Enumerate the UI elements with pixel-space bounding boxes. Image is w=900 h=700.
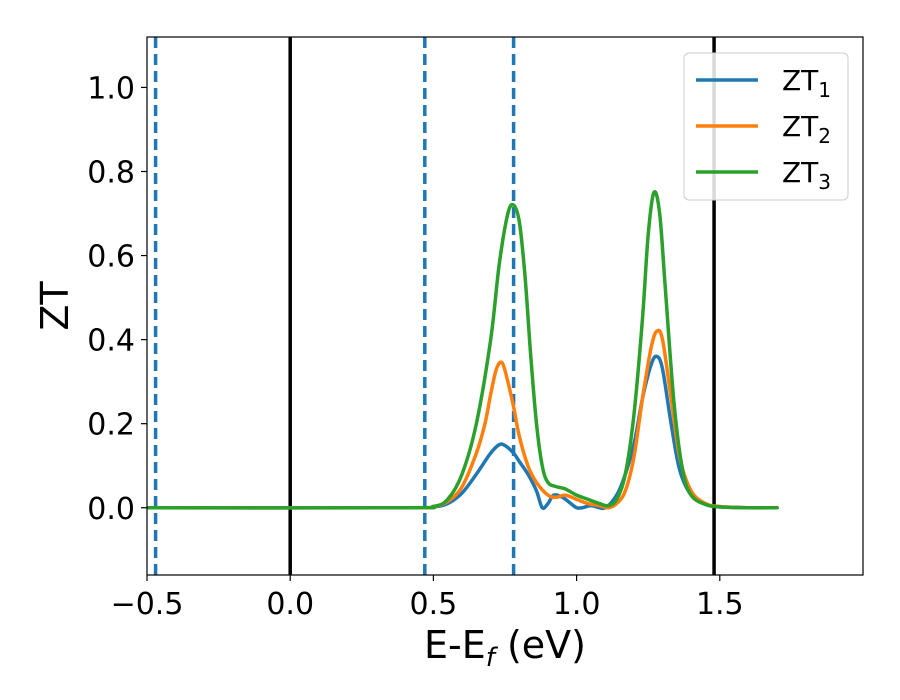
legend-label-zt3: ZT3 bbox=[782, 156, 831, 194]
legend-label-zt2: ZT2 bbox=[782, 110, 831, 148]
y-tick-label: 0.8 bbox=[87, 156, 135, 191]
x-tick-label: 1.5 bbox=[696, 587, 744, 622]
y-tick-label: 0.2 bbox=[87, 408, 135, 443]
legend-label-zt1: ZT1 bbox=[782, 64, 831, 102]
series-line-zt2 bbox=[147, 328, 779, 510]
x-tick-label: 0.5 bbox=[410, 587, 458, 622]
series-line-zt1 bbox=[147, 354, 779, 511]
x-tick-label: −0.5 bbox=[111, 587, 184, 622]
x-tick-label: 1.0 bbox=[553, 587, 601, 622]
y-tick-label: 1.0 bbox=[87, 71, 135, 106]
x-tick-label: 0.0 bbox=[266, 587, 314, 622]
plot-area-frame bbox=[146, 36, 864, 576]
y-tick-label: 0.6 bbox=[87, 240, 135, 275]
legend-frame bbox=[683, 52, 849, 201]
x-axis-label: E-Ef (eV) bbox=[424, 623, 586, 673]
series-layer bbox=[147, 190, 779, 511]
y-axis-label: ZT bbox=[33, 281, 77, 331]
series-line-zt3 bbox=[147, 190, 779, 510]
y-axis-ticks: 0.0 0.2 0.4 0.6 0.8 1.0 bbox=[87, 71, 147, 527]
y-tick-label: 0.4 bbox=[87, 324, 135, 359]
vertical-reference-lines bbox=[153, 37, 716, 575]
x-axis-ticks: −0.5 0.0 0.5 1.0 1.5 bbox=[111, 575, 744, 622]
legend: ZT1 ZT2 ZT3 bbox=[683, 52, 849, 201]
x-axis-label-unit: (eV) bbox=[495, 623, 586, 667]
y-tick-label: 0.0 bbox=[87, 492, 135, 527]
